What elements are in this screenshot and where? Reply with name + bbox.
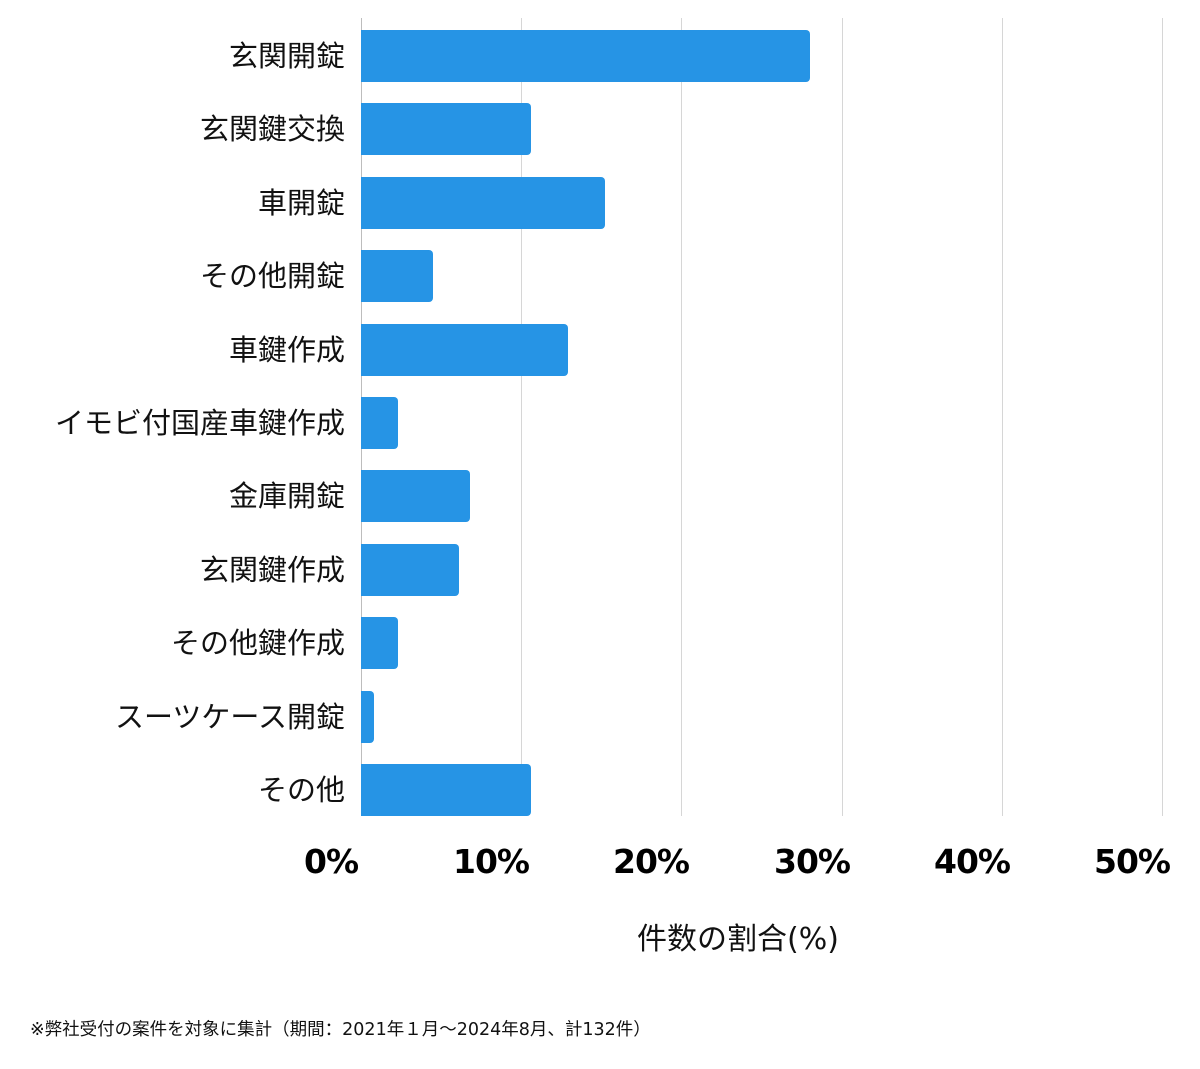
x-tick-label: 50% — [1094, 842, 1171, 881]
gridline — [1002, 18, 1003, 816]
bar — [361, 324, 568, 376]
category-label: 車開錠 — [257, 186, 345, 220]
category-label: 金庫開錠 — [228, 479, 345, 513]
category-label: その他鍵作成 — [170, 626, 345, 660]
bar — [361, 544, 459, 596]
category-label: 玄関開錠 — [228, 39, 345, 73]
gridline — [681, 18, 682, 816]
gridline — [1162, 18, 1163, 816]
bar — [361, 177, 605, 229]
bar — [361, 617, 398, 669]
category-label: スーツケース開錠 — [115, 700, 345, 734]
gridline — [521, 18, 522, 816]
x-tick-label: 20% — [613, 842, 690, 881]
x-tick-label: 30% — [774, 842, 851, 881]
bar — [361, 764, 531, 816]
bar — [361, 470, 470, 522]
category-label: その他 — [257, 773, 345, 807]
gridline — [842, 18, 843, 816]
category-label: イモビ付国産車鍵作成 — [54, 406, 345, 440]
category-label: その他開錠 — [199, 259, 345, 293]
bar — [361, 30, 810, 82]
x-tick-label: 40% — [934, 842, 1011, 881]
bar — [361, 250, 433, 302]
category-label: 車鍵作成 — [228, 333, 345, 367]
category-label: 玄関鍵交換 — [199, 112, 345, 146]
x-axis-label: 件数の割合(%) — [637, 922, 839, 957]
footnote: ※弊社受付の案件を対象に集計（期間：2021年１月～2024年8月、計132件） — [30, 1020, 651, 1040]
x-tick-label: 10% — [453, 842, 530, 881]
x-tick-label: 0% — [303, 842, 359, 881]
bar — [361, 691, 374, 743]
bar — [361, 397, 398, 449]
bar — [361, 103, 531, 155]
category-label: 玄関鍵作成 — [199, 553, 345, 587]
